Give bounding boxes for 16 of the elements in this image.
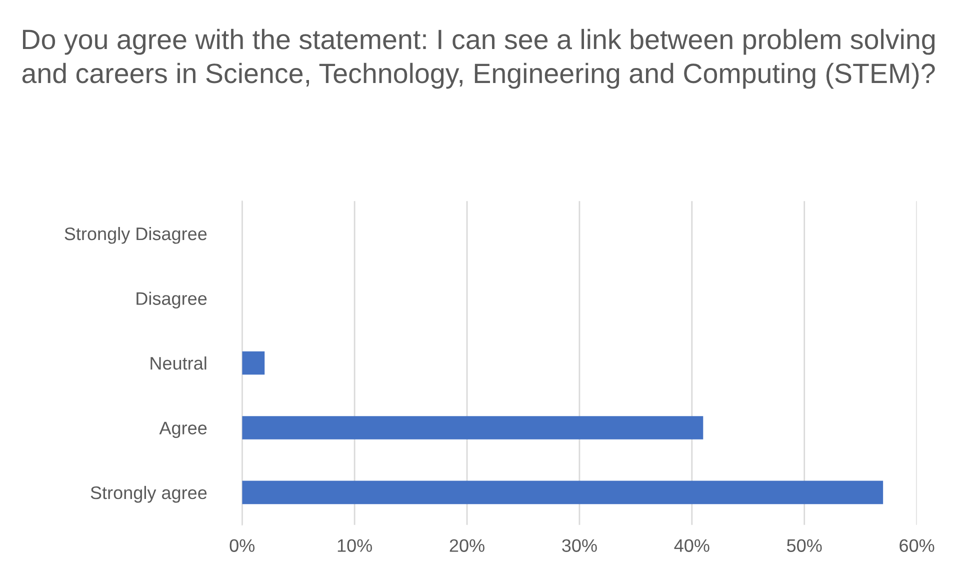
x-tick-label: 20% <box>450 539 484 552</box>
y-tick-label: Strongly Disagree <box>64 226 207 244</box>
x-tick-label: 50% <box>787 539 822 552</box>
bar <box>242 351 265 375</box>
y-tick-label: Neutral <box>150 356 206 370</box>
x-tick-label: 60% <box>900 539 934 552</box>
chart-title: Do you agree with the statement: I can see a link between problem solving and careers in Science, Technology, Engineering and Computing (STEM)? <box>22 28 935 89</box>
x-tick-label: 0% <box>230 539 255 552</box>
y-tick-label: Agree <box>159 422 207 438</box>
bar <box>242 416 704 440</box>
y-tick-label: Disagree <box>136 292 207 309</box>
x-tick-label: 10% <box>338 539 372 552</box>
y-tick-label: Strongly agree <box>90 486 207 503</box>
x-tick-label: 40% <box>674 539 710 552</box>
bar <box>242 480 884 504</box>
x-tick-label: 30% <box>562 539 597 552</box>
